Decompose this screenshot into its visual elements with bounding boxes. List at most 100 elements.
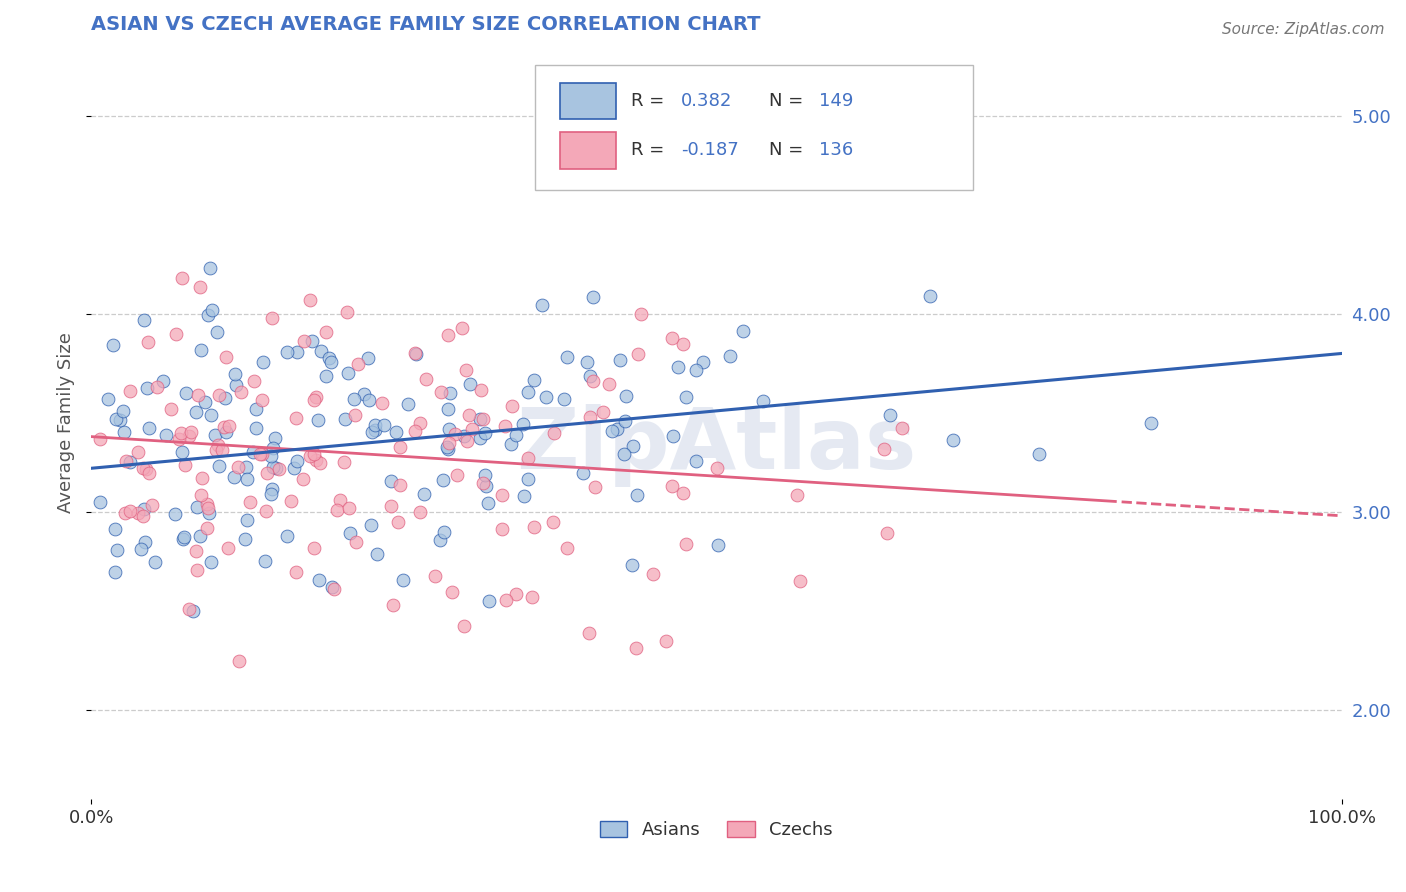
Point [301, 334, 323, 348]
Point [177, 602, 200, 616]
Point [439, 385, 461, 400]
Point [578, 626, 600, 640]
Point [706, 461, 728, 475]
Point [136, 381, 159, 395]
Point [285, 565, 308, 579]
Point [530, 298, 553, 312]
Point [388, 440, 411, 454]
Point [132, 509, 155, 524]
Point [347, 357, 370, 371]
Point [226, 459, 249, 474]
Point [470, 383, 492, 397]
Point [364, 423, 387, 437]
Point [269, 462, 291, 476]
Point [517, 385, 540, 400]
Point [132, 461, 155, 475]
Point [491, 488, 513, 502]
Point [217, 541, 239, 556]
Point [120, 384, 142, 399]
Point [97, 392, 120, 406]
Point [170, 425, 193, 440]
Point [624, 640, 647, 655]
Point [491, 523, 513, 537]
Point [141, 498, 163, 512]
Text: N =: N = [769, 92, 808, 110]
Point [382, 598, 405, 612]
Point [307, 413, 329, 427]
Point [245, 402, 267, 417]
Point [180, 425, 202, 439]
Point [190, 343, 212, 357]
Point [571, 467, 593, 481]
Point [176, 386, 198, 401]
Point [305, 453, 328, 467]
Point [718, 350, 741, 364]
Point [692, 354, 714, 368]
Point [655, 633, 678, 648]
Point [208, 459, 231, 474]
Point [239, 495, 262, 509]
Point [474, 478, 496, 492]
Point [198, 506, 221, 520]
Point [118, 504, 141, 518]
Point [172, 532, 194, 546]
Point [235, 460, 257, 475]
Point [433, 525, 456, 540]
Point [353, 386, 375, 401]
Point [321, 580, 343, 594]
Point [339, 526, 361, 541]
Point [440, 585, 463, 599]
Point [512, 417, 534, 431]
Point [606, 422, 628, 436]
Point [396, 397, 419, 411]
Point [942, 433, 965, 447]
Point [432, 473, 454, 487]
Point [873, 442, 896, 456]
Point [132, 313, 155, 327]
Point [298, 449, 321, 463]
Point [195, 521, 218, 535]
Point [127, 444, 149, 458]
Point [304, 447, 326, 461]
Point [309, 343, 332, 358]
Point [1028, 447, 1050, 461]
Point [380, 475, 402, 489]
Point [333, 454, 356, 468]
Point [405, 347, 427, 361]
Point [614, 389, 637, 403]
Point [891, 421, 914, 435]
Point [211, 442, 233, 457]
Text: 149: 149 [818, 92, 853, 110]
Point [280, 494, 302, 508]
Point [205, 443, 228, 458]
Point [215, 351, 238, 365]
Point [179, 429, 201, 443]
Point [225, 377, 247, 392]
Point [600, 424, 623, 438]
Point [190, 488, 212, 502]
Point [460, 422, 482, 436]
Point [789, 574, 811, 589]
Point [233, 532, 256, 546]
Point [285, 344, 308, 359]
Point [494, 419, 516, 434]
Point [205, 326, 228, 340]
Point [167, 432, 190, 446]
Point [614, 414, 637, 428]
Point [112, 425, 135, 439]
Point [132, 502, 155, 516]
Point [89, 432, 111, 446]
Point [207, 438, 229, 452]
Point [215, 425, 238, 440]
Point [285, 454, 308, 468]
Text: N =: N = [769, 142, 808, 160]
Point [439, 436, 461, 450]
Point [413, 487, 436, 501]
Point [252, 355, 274, 369]
Point [195, 497, 218, 511]
Point [598, 376, 620, 391]
Point [385, 425, 408, 439]
Point [254, 554, 277, 568]
Point [583, 480, 606, 494]
Point [672, 336, 695, 351]
